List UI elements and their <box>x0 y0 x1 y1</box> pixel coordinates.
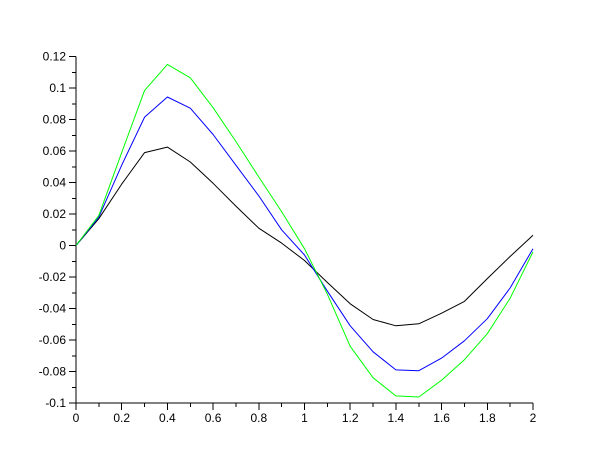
x-tick-label: 1.8 <box>479 411 496 425</box>
y-tick-label: 0.08 <box>43 113 67 127</box>
y-tick-label: 0.02 <box>43 207 67 221</box>
y-tick-label: -0.06 <box>39 333 67 347</box>
y-tick-label: -0.1 <box>45 396 66 410</box>
x-tick-label: 0 <box>73 411 80 425</box>
green-curve <box>75 63 534 398</box>
x-tick-label: 0.4 <box>159 411 176 425</box>
y-tick-label: -0.02 <box>39 270 67 284</box>
y-tick-label: 0 <box>59 239 66 253</box>
x-tick-label: 0.2 <box>113 411 130 425</box>
y-tick-label: -0.08 <box>39 365 67 379</box>
y-tick-label: 0.04 <box>43 176 67 190</box>
x-tick-label: 0.6 <box>205 411 222 425</box>
black-curve <box>75 146 534 327</box>
x-tick-label: 1.6 <box>433 411 450 425</box>
x-tick-label: 2 <box>530 411 537 425</box>
y-tick-label: 0.12 <box>43 50 67 64</box>
x-tick-label: 0.8 <box>250 411 267 425</box>
y-tick-label: 0.06 <box>43 144 67 158</box>
x-tick-label: 1 <box>301 411 308 425</box>
x-tick-label: 1.2 <box>342 411 359 425</box>
x-tick-label: 1.4 <box>388 411 405 425</box>
blue-curve <box>75 96 534 372</box>
y-tick-label: 0.1 <box>49 81 66 95</box>
y-tick-label: -0.04 <box>39 302 67 316</box>
